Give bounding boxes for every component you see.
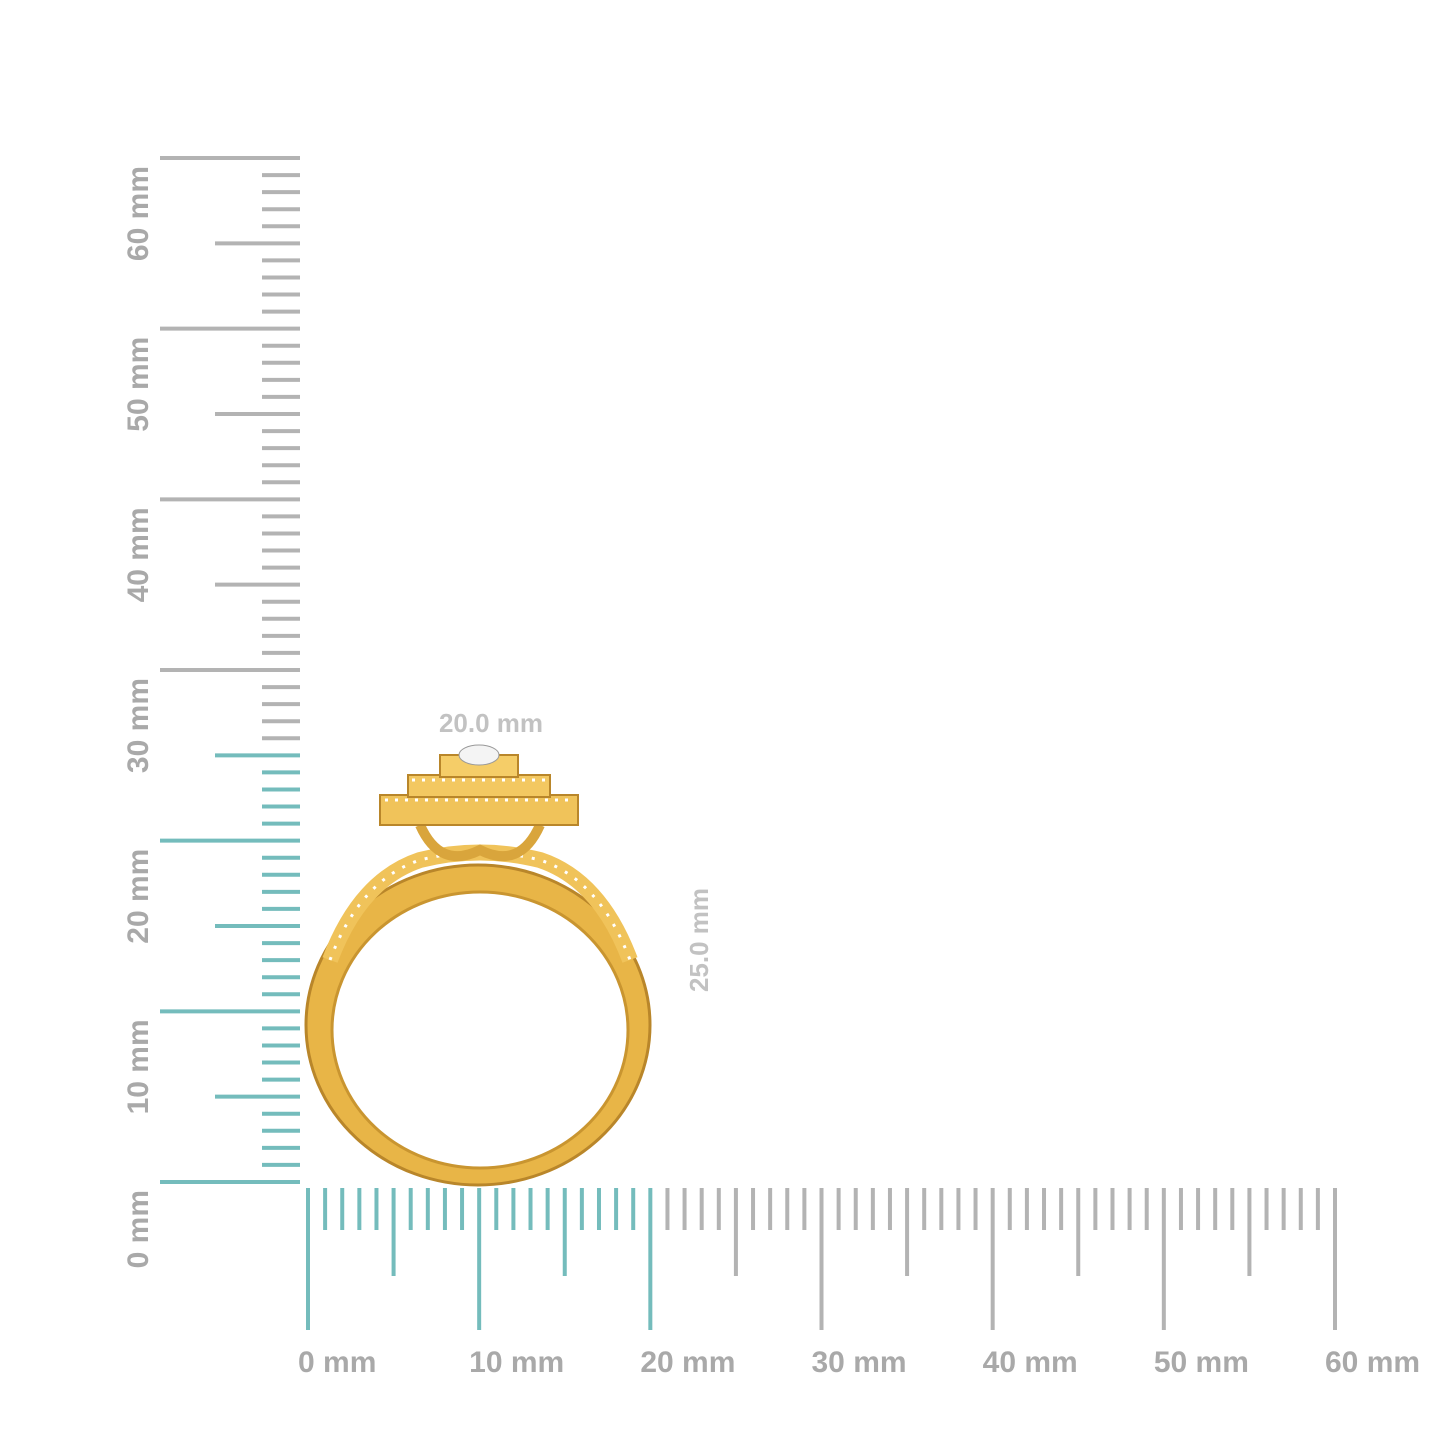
ruler-label: 50 mm: [1154, 1346, 1249, 1379]
ruler-label: 20 mm: [122, 849, 155, 944]
vertical-ruler: 0 mm 10 mm 20 mm 30 mm 40 mm 50 mm 60 mm: [122, 156, 300, 1268]
height-label: 25.0 mm: [684, 888, 714, 992]
ruler-label: 30 mm: [812, 1346, 907, 1379]
ruler-label: 0 mm: [122, 1190, 155, 1268]
horizontal-ruler: 0 mm 10 mm 20 mm 30 mm 40 mm 50 mm 60 mm: [298, 1188, 1420, 1379]
ruler-label: 60 mm: [122, 166, 155, 261]
ring: [304, 744, 652, 1187]
ruler-label: 0 mm: [298, 1346, 376, 1379]
ruler-label: 50 mm: [122, 337, 155, 432]
ruler-label: 40 mm: [983, 1346, 1078, 1379]
ruler-label: 60 mm: [1325, 1346, 1420, 1379]
ruler-label: 10 mm: [469, 1346, 564, 1379]
width-label: 20.0 mm: [439, 708, 543, 738]
ruler-label: 20 mm: [640, 1346, 735, 1379]
ruler-label: 30 mm: [122, 678, 155, 773]
ruler-label: 10 mm: [122, 1019, 155, 1114]
ruler-label: 40 mm: [122, 507, 155, 602]
